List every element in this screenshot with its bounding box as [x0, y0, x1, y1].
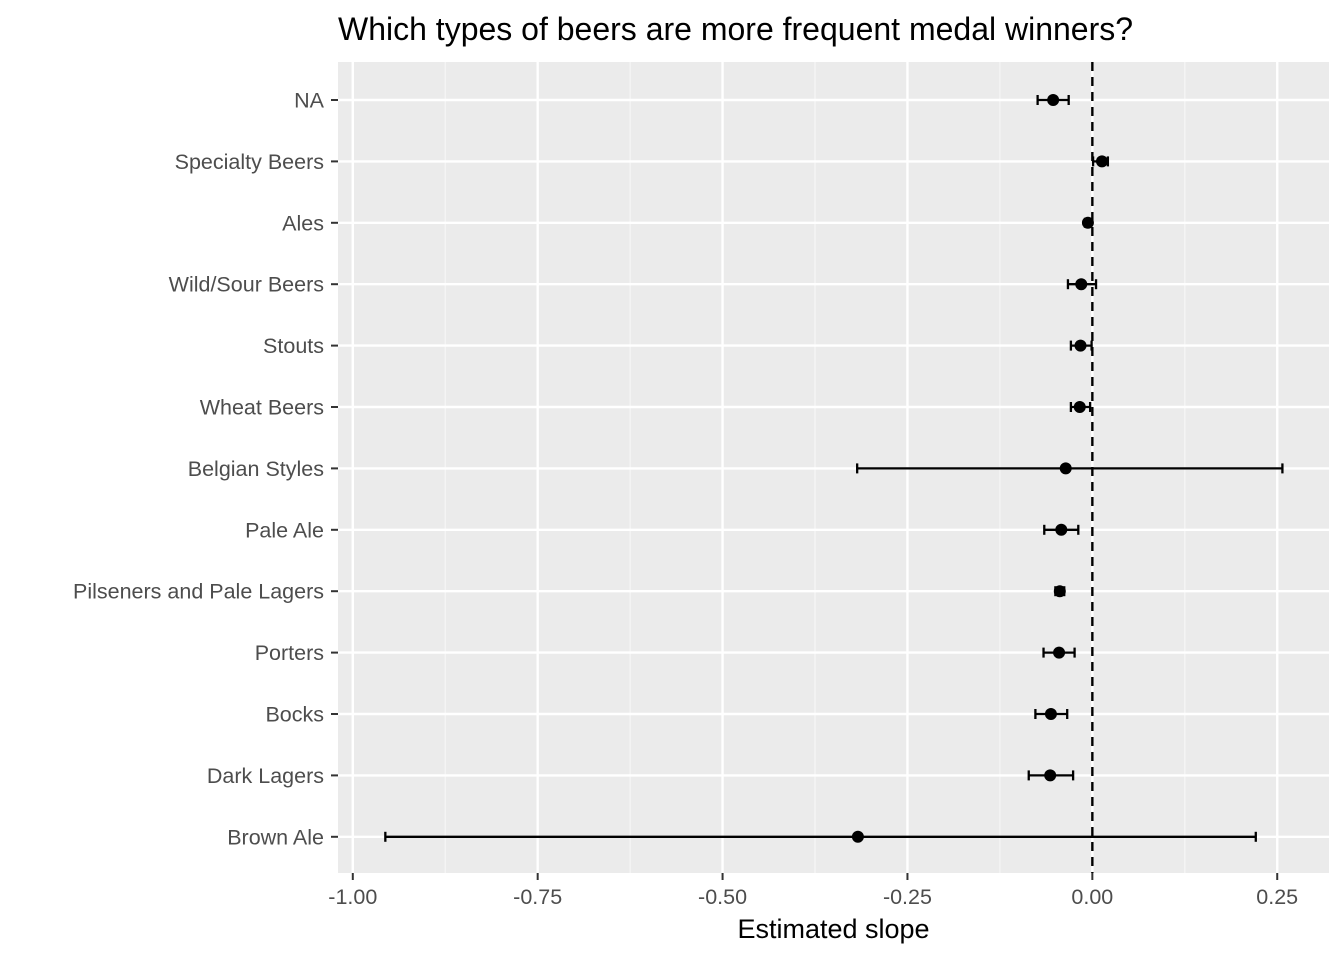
x-tick-label: 0.25: [1256, 885, 1298, 909]
estimate-point: [1044, 708, 1057, 720]
y-tick-label: Belgian Styles: [188, 457, 324, 481]
y-tick-label: NA: [294, 89, 325, 113]
y-tick-label: Brown Ale: [227, 825, 324, 849]
estimate-point: [1081, 216, 1094, 229]
y-tick-label: Pale Ale: [245, 518, 324, 542]
y-tick-label: Stouts: [263, 334, 324, 358]
x-tick-label: 0.00: [1071, 885, 1113, 909]
estimate-point: [1074, 339, 1087, 352]
estimate-point: [1047, 94, 1060, 106]
estimate-point: [1053, 646, 1066, 659]
y-tick-label: Pilseners and Pale Lagers: [73, 580, 324, 604]
y-tick-label: Ales: [282, 211, 324, 235]
estimate-point: [851, 830, 864, 843]
estimate-point: [1053, 585, 1066, 598]
x-tick-label: -0.50: [698, 885, 747, 909]
y-tick-label: Dark Lagers: [207, 764, 324, 788]
x-axis: -1.00 -0.75 -0.50 -0.25 0.00 0.25: [328, 873, 1298, 909]
estimate-point: [1044, 769, 1057, 782]
y-tick-label: Specialty Beers: [175, 150, 324, 174]
chart-title: Which types of beers are more frequent m…: [338, 11, 1133, 47]
estimate-point: [1075, 278, 1088, 291]
estimate-point: [1055, 523, 1068, 536]
estimate-point: [1095, 155, 1108, 168]
y-tick-label: Bocks: [265, 703, 324, 727]
estimate-point: [1059, 462, 1072, 475]
y-tick-label: Porters: [255, 641, 324, 665]
y-tick-label: Wheat Beers: [200, 396, 324, 420]
y-axis: NA Specialty Beers Ales Wild/Sour Beers Stou…: [73, 89, 338, 849]
y-tick-label: Wild/Sour Beers: [169, 273, 324, 297]
x-tick-label: -0.75: [513, 885, 562, 909]
estimate-point: [1073, 401, 1086, 413]
x-tick-label: -1.00: [328, 885, 377, 909]
x-axis-title: Estimated slope: [737, 914, 929, 944]
x-tick-label: -0.25: [883, 885, 932, 909]
data-marks: [384, 94, 1284, 843]
